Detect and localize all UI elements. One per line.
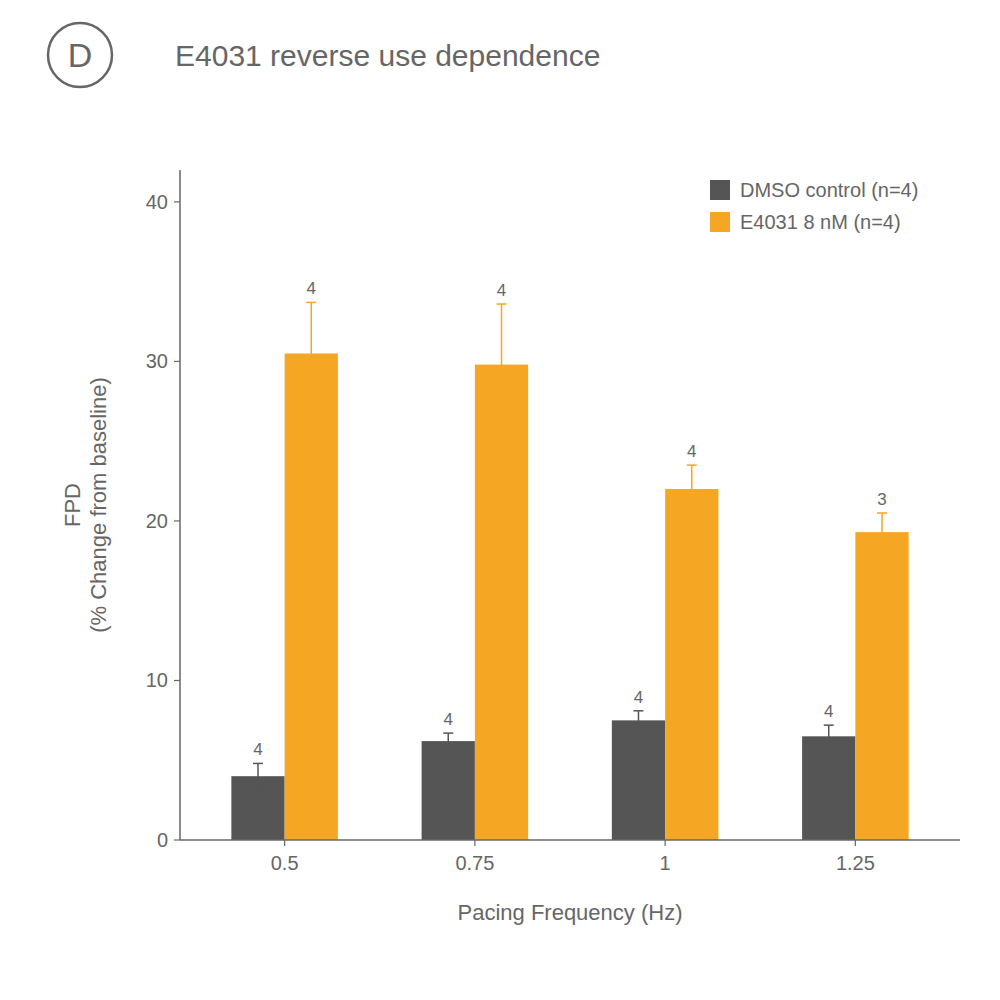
error-line: [447, 733, 449, 749]
x-axis-label: Pacing Frequency (Hz): [458, 900, 683, 925]
n-label: 4: [307, 279, 316, 298]
error-cap: [687, 464, 697, 466]
error-cap: [253, 763, 263, 765]
x-tick: [855, 840, 856, 846]
error-line: [828, 725, 830, 747]
error-cap: [306, 302, 316, 304]
error-cap: [633, 729, 643, 731]
x-tick: [665, 840, 666, 846]
error-bar: [687, 465, 697, 513]
n-label: 4: [687, 442, 696, 461]
error-bar: [253, 763, 263, 789]
error-cap: [877, 551, 887, 553]
bar: [422, 741, 475, 840]
error-cap: [877, 512, 887, 514]
n-label: 4: [444, 710, 453, 729]
y-tick-label: 10: [146, 669, 168, 691]
n-label: 4: [497, 281, 506, 300]
y-tick-label: 30: [146, 350, 168, 372]
error-line: [881, 513, 883, 551]
error-cap: [253, 788, 263, 790]
error-line: [311, 302, 313, 404]
x-tick-label: 0.5: [271, 852, 299, 874]
error-line: [691, 465, 693, 513]
error-cap: [497, 303, 507, 305]
error-cap: [687, 512, 697, 514]
y-axis-label: FPD(% Change from baseline): [60, 377, 111, 633]
n-label: 4: [824, 702, 833, 721]
error-cap: [633, 710, 643, 712]
error-bar: [306, 302, 316, 404]
x-tick: [474, 840, 475, 846]
chart: D E4031 reverse use dependence 0 10 20 30 40 0.…: [0, 0, 1000, 1000]
y-tick-label: 40: [146, 191, 168, 213]
x-tick-label: 1.25: [836, 852, 875, 874]
x-tick: [284, 840, 285, 846]
legend-swatch: [710, 180, 730, 200]
y-tick: [174, 361, 180, 362]
error-cap: [443, 732, 453, 734]
n-label: 4: [253, 740, 262, 759]
legend: DMSO control (n=4) E4031 8 nM (n=4): [710, 179, 918, 233]
error-bar: [633, 711, 643, 730]
y-axis-line: [179, 170, 181, 840]
error-cap: [824, 747, 834, 749]
y-axis-label-line: (% Change from baseline): [86, 377, 111, 633]
title: E4031 reverse use dependence: [175, 39, 600, 72]
x-tick-label: 1: [660, 852, 671, 874]
y-tick: [174, 839, 180, 840]
error-bar: [877, 513, 887, 551]
y-tick: [174, 201, 180, 202]
error-cap: [306, 404, 316, 406]
panel-label: D: [68, 36, 93, 74]
bar: [285, 353, 338, 840]
y-axis-label-line: FPD: [60, 483, 85, 527]
x-axis-line: [180, 839, 960, 841]
n-label: 4: [634, 688, 643, 707]
legend-label: E4031 8 nM (n=4): [740, 211, 901, 233]
error-bar: [497, 304, 507, 425]
error-cap: [497, 424, 507, 426]
y-tick: [174, 520, 180, 521]
y-tick: [174, 680, 180, 681]
error-bar: [443, 733, 453, 749]
error-line: [638, 711, 640, 730]
panel-circle: [48, 23, 112, 87]
bar: [475, 365, 528, 840]
error-line: [257, 763, 259, 789]
error-cap: [443, 748, 453, 750]
bar: [665, 489, 718, 840]
n-label: 3: [877, 490, 886, 509]
error-cap: [824, 724, 834, 726]
error-bar: [824, 725, 834, 747]
bar: [802, 736, 855, 840]
legend-swatch: [710, 212, 730, 232]
error-line: [501, 304, 503, 425]
legend-label: DMSO control (n=4): [740, 179, 918, 201]
plot-marks: [231, 302, 908, 840]
bar: [612, 720, 665, 840]
bar: [855, 532, 908, 840]
y-tick-label: 20: [146, 510, 168, 532]
y-tick-label: 0: [157, 829, 168, 851]
x-tick-label: 0.75: [455, 852, 494, 874]
